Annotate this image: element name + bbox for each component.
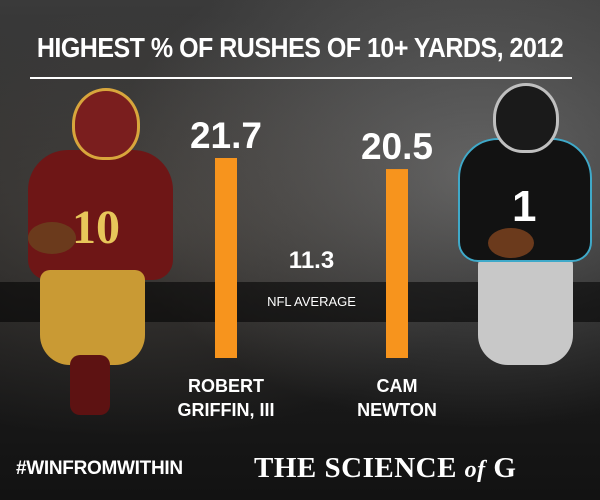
category-label-0-1: GRIFFIN, III xyxy=(178,400,275,420)
bar-1 xyxy=(386,169,408,358)
bar-value-label-0: 21.7 xyxy=(190,115,262,156)
left-jersey xyxy=(28,150,173,280)
hashtag: #WINFROMWITHIN xyxy=(16,458,183,479)
average-value-label: 11.3 xyxy=(289,247,334,274)
left-pants xyxy=(40,270,145,365)
right-jersey-number: 1 xyxy=(512,182,537,231)
brand-prefix: THE SCIENCE xyxy=(254,452,465,484)
brand-suffix: G xyxy=(485,452,517,484)
left-leg xyxy=(70,355,110,415)
title-rule xyxy=(30,77,572,79)
average-label: NFL AVERAGE xyxy=(267,294,356,309)
category-label-1-1: NEWTON xyxy=(357,400,437,420)
left-jersey-number: 10 xyxy=(72,201,120,254)
left-helmet xyxy=(72,88,140,160)
bar-0 xyxy=(215,158,237,358)
category-label-1-0: CAM xyxy=(377,376,418,396)
right-football xyxy=(488,228,534,258)
bar-value-label-1: 20.5 xyxy=(361,126,433,167)
category-label-0-0: ROBERT xyxy=(188,376,264,396)
chart-title: HIGHEST % OF RUSHES OF 10+ YARDS, 2012 xyxy=(36,32,564,64)
right-helmet xyxy=(493,83,559,153)
left-football xyxy=(28,222,76,254)
brand-logo: THE SCIENCE of G xyxy=(254,452,516,485)
right-pants xyxy=(478,255,573,365)
brand-of: of xyxy=(464,457,486,483)
